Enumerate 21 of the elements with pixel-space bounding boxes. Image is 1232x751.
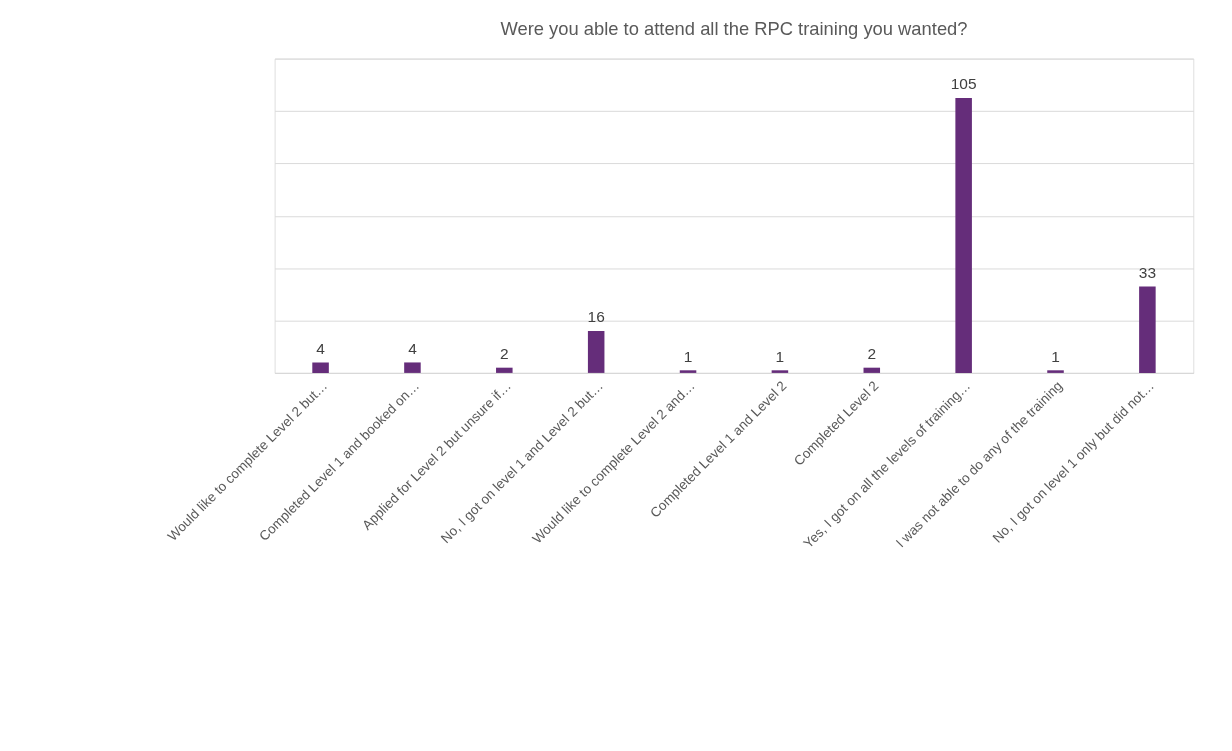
bar (587, 331, 605, 373)
bar (679, 370, 697, 373)
data-label: 105 (950, 75, 977, 93)
data-label: 2 (500, 344, 509, 362)
data-label: 4 (316, 339, 326, 357)
bar (863, 367, 881, 373)
bar (955, 97, 972, 373)
bar (1139, 286, 1156, 373)
data-label: 1 (775, 347, 785, 365)
bar (312, 362, 329, 373)
bar (496, 367, 513, 373)
data-label: 16 (587, 308, 605, 326)
data-label: 2 (867, 344, 877, 362)
bar (1047, 370, 1064, 373)
chart-title: Were you able to attend all the RPC training you wanted? (500, 18, 968, 40)
bar (771, 370, 789, 373)
data-label: 1 (1051, 347, 1060, 365)
data-label: 33 (1138, 263, 1156, 281)
data-label: 1 (683, 347, 693, 365)
data-label: 4 (408, 339, 418, 357)
bar (404, 362, 421, 373)
